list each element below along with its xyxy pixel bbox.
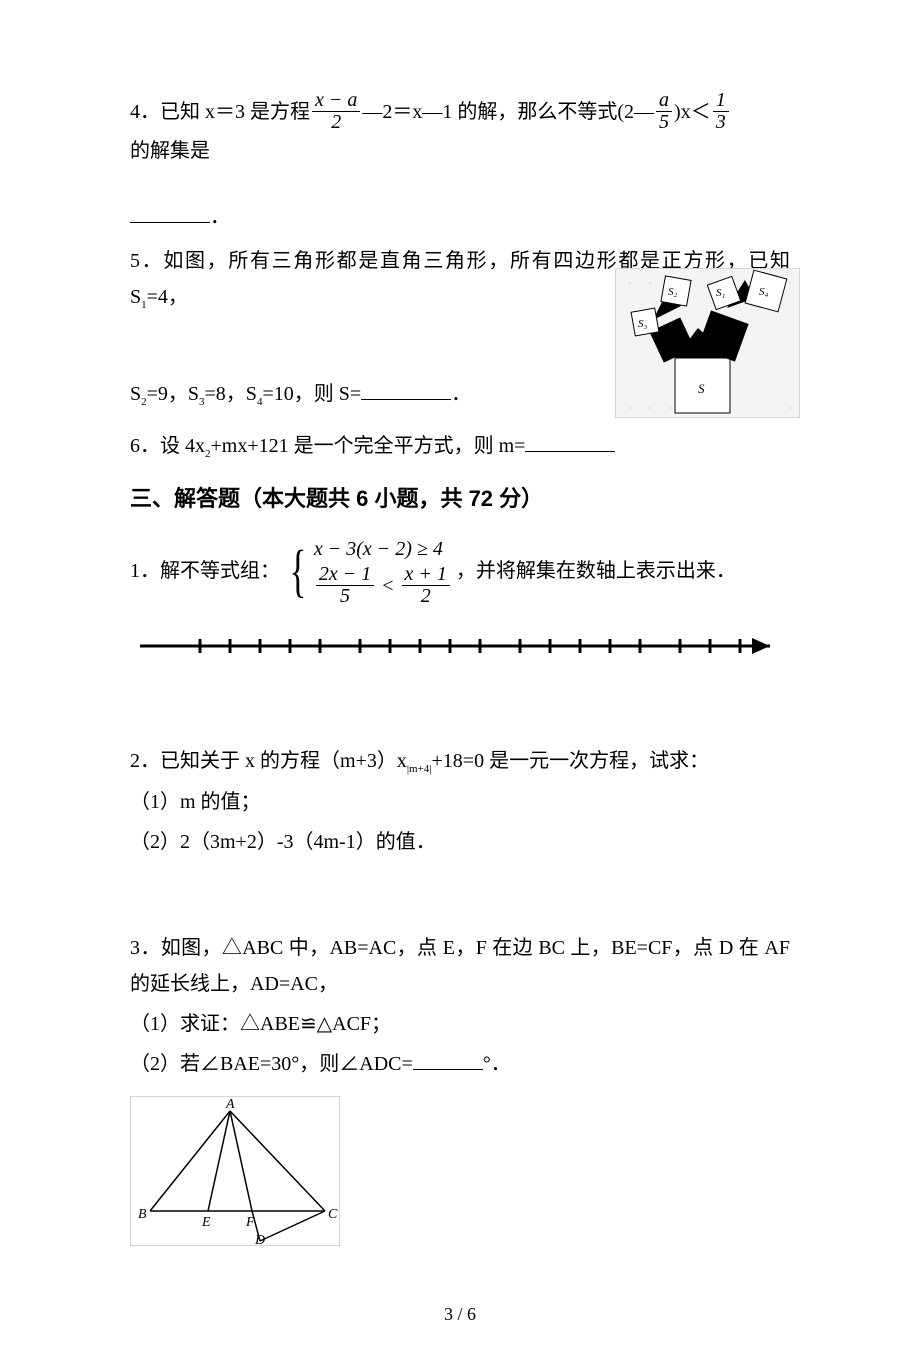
question-5: 5．如图，所有三角形都是直角三角形，所有四边形都是正方形，已知 S1=4， S2…	[130, 243, 790, 418]
svg-text:F: F	[245, 1215, 255, 1230]
q4-mid1: —2＝x—1 的解，那么不等式(2—	[362, 94, 654, 130]
page-footer: 3 / 6	[130, 1298, 790, 1330]
svg-text:C: C	[328, 1207, 338, 1222]
p3-figure: A B C E F D	[130, 1096, 340, 1246]
svg-text:S₂: S₂	[668, 286, 678, 298]
svg-text:E: E	[201, 1215, 211, 1230]
section-3-title: 三、解答题（本大题共 6 小题，共 72 分）	[130, 479, 790, 519]
q4-prefix: 4．已知 x＝3 是方程	[130, 94, 310, 130]
problem-1: 1．解不等式组： { x − 3(x − 2) ≥ 4 2x − 1 5 < x…	[130, 534, 790, 683]
q6-blank	[525, 429, 615, 452]
question-6: 6．设 4x2+mx+121 是一个完全平方式，则 m=	[130, 428, 790, 465]
q5-blank	[361, 377, 451, 400]
svg-text:S: S	[698, 381, 705, 396]
question-4: 4．已知 x＝3 是方程 x − a 2 —2＝x—1 的解，那么不等式(2— …	[130, 90, 790, 235]
q4-frac3: 1 3	[713, 90, 729, 133]
svg-text:S₃: S₃	[638, 318, 648, 330]
svg-text:A: A	[225, 1097, 235, 1112]
q4-frac2: a 5	[656, 90, 672, 133]
p1-system: { x − 3(x − 2) ≥ 4 2x − 1 5 < x + 1 2	[284, 534, 452, 607]
svg-text:B: B	[138, 1207, 147, 1222]
q5-figure: S S₃ S₂ S₁ S₄	[615, 268, 800, 418]
svg-text:S₁: S₁	[716, 287, 726, 299]
problem-3: 3．如图，△ABC 中，AB=AC，点 E，F 在边 BC 上，BE=CF，点 …	[130, 930, 790, 1258]
q5-line1-end: =4，	[147, 286, 188, 308]
p3-blank	[413, 1047, 483, 1070]
svg-text:S₄: S₄	[759, 286, 769, 298]
p1-numberline	[130, 621, 790, 683]
q4-blank	[130, 200, 210, 223]
q4-suffix: 的解集是	[130, 133, 210, 169]
q4-blank-suffix: ．	[210, 206, 230, 228]
q4-frac1: x − a 2	[312, 90, 360, 133]
problem-2: 2．已知关于 x 的方程（m+3）x|m+4|+18=0 是一元一次方程，试求：…	[130, 743, 790, 860]
q4-mid2: )x＜	[674, 94, 711, 130]
svg-text:D: D	[254, 1233, 265, 1246]
